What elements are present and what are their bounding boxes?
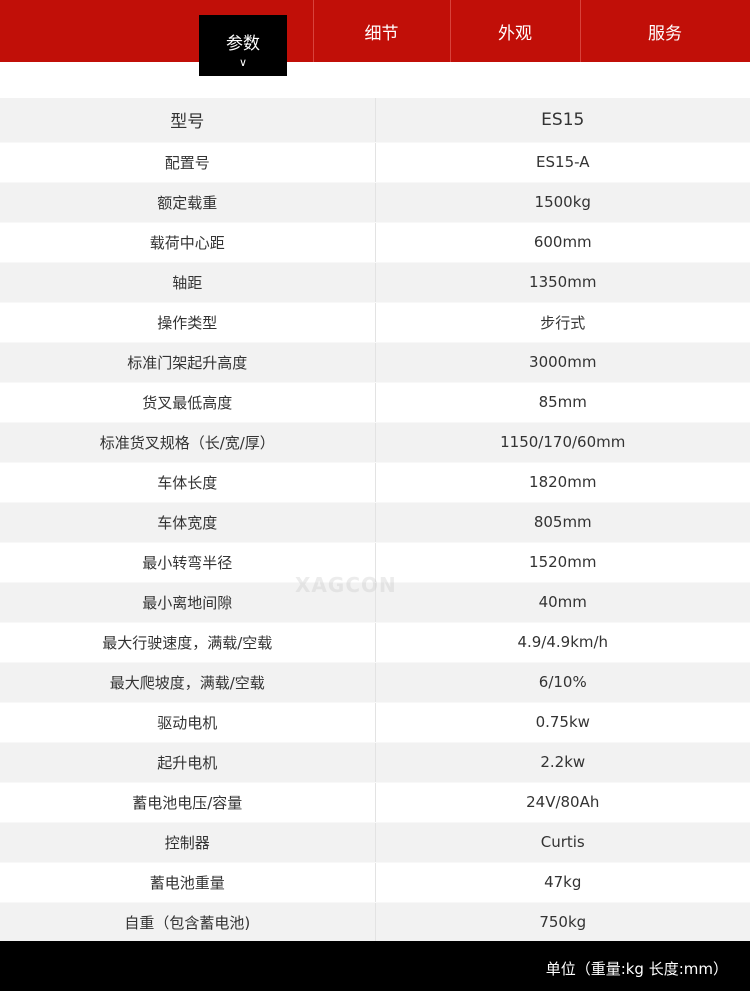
spec-value: Curtis: [375, 822, 750, 863]
tab-details[interactable]: 细节: [364, 23, 399, 44]
spec-label: 配置号: [0, 142, 376, 183]
spec-label: 轴距: [0, 262, 376, 303]
spec-label: 车体长度: [0, 462, 376, 503]
spec-value: 40mm: [375, 582, 750, 623]
table-row: 最大行驶速度，满载/空载 4.9/4.9km/h: [0, 622, 750, 663]
spec-value: 750kg: [375, 902, 750, 943]
spec-value: 1520mm: [375, 542, 750, 583]
spec-label: 标准货叉规格（长/宽/厚）: [0, 422, 376, 463]
spec-value: 步行式: [375, 302, 750, 343]
spec-value: 805mm: [375, 502, 750, 543]
spec-value: 1150/170/60mm: [375, 422, 750, 463]
chevron-down-icon: ∨: [238, 56, 248, 69]
table-row: 标准货叉规格（长/宽/厚） 1150/170/60mm: [0, 422, 750, 463]
spec-value: 24V/80Ah: [375, 782, 750, 823]
spec-label: 起升电机: [0, 742, 376, 783]
spec-label: 车体宽度: [0, 502, 376, 543]
table-row: 蓄电池电压/容量 24V/80Ah: [0, 782, 750, 823]
spec-value: 1350mm: [375, 262, 750, 303]
table-row: 蓄电池重量 47kg: [0, 862, 750, 903]
watermark-logo: XAGCON: [295, 573, 397, 597]
table-row: 操作类型 步行式: [0, 302, 750, 343]
spec-value: 85mm: [375, 382, 750, 423]
table-row: 载荷中心距 600mm: [0, 222, 750, 263]
table-row: 车体长度 1820mm: [0, 462, 750, 503]
table-row: 标准门架起升高度 3000mm: [0, 342, 750, 383]
table-row: 轴距 1350mm: [0, 262, 750, 303]
spec-label: 载荷中心距: [0, 222, 376, 263]
spec-table: 型号 ES15 配置号 ES15-A 额定载重 1500kg 载荷中心距 600mm 轴距 135…: [0, 98, 750, 943]
spec-label: 蓄电池电压/容量: [0, 782, 376, 823]
spec-label: 操作类型: [0, 302, 376, 343]
spec-value: 6/10%: [375, 662, 750, 703]
spec-label: 货叉最低高度: [0, 382, 376, 423]
spec-value: 0.75kw: [375, 702, 750, 743]
table-row: 货叉最低高度 85mm: [0, 382, 750, 423]
divider: [580, 0, 581, 62]
spec-label: 最小转弯半径: [0, 542, 376, 583]
divider: [313, 0, 314, 62]
spec-value: 600mm: [375, 222, 750, 263]
spec-label: 型号: [0, 98, 376, 143]
table-row: 最小离地间隙 40mm: [0, 582, 750, 623]
spec-value: 47kg: [375, 862, 750, 903]
spec-value: 2.2kw: [375, 742, 750, 783]
table-row: 车体宽度 805mm: [0, 502, 750, 543]
spec-label: 最小离地间隙: [0, 582, 376, 623]
spec-label: 最大行驶速度，满载/空载: [0, 622, 376, 663]
top-nav-bar: 细节 外观 服务: [0, 0, 750, 62]
table-row: 自重（包含蓄电池) 750kg: [0, 902, 750, 943]
divider: [450, 0, 451, 62]
tab-params[interactable]: 参数 ∨: [199, 15, 287, 76]
spec-label: 控制器: [0, 822, 376, 863]
spec-value: ES15-A: [375, 142, 750, 183]
spec-label: 标准门架起升高度: [0, 342, 376, 383]
spec-value: 1500kg: [375, 182, 750, 223]
table-row: 最大爬坡度，满载/空载 6/10%: [0, 662, 750, 703]
spec-label: 驱动电机: [0, 702, 376, 743]
tab-appearance[interactable]: 外观: [498, 23, 532, 44]
spec-value: 1820mm: [375, 462, 750, 503]
spec-label: 最大爬坡度，满载/空载: [0, 662, 376, 703]
table-row: 额定载重 1500kg: [0, 182, 750, 223]
tab-service[interactable]: 服务: [648, 23, 682, 44]
spec-label: 额定载重: [0, 182, 376, 223]
table-row: 型号 ES15: [0, 98, 750, 143]
spec-value: 3000mm: [375, 342, 750, 383]
spec-value: ES15: [375, 98, 750, 143]
table-row: 起升电机 2.2kw: [0, 742, 750, 783]
tab-params-label: 参数: [226, 34, 260, 54]
table-row: 配置号 ES15-A: [0, 142, 750, 183]
table-row: 最小转弯半径 1520mm: [0, 542, 750, 583]
spec-label: 自重（包含蓄电池): [0, 902, 376, 943]
table-row: 驱动电机 0.75kw: [0, 702, 750, 743]
spec-label: 蓄电池重量: [0, 862, 376, 903]
table-row: 控制器 Curtis: [0, 822, 750, 863]
spec-value: 4.9/4.9km/h: [375, 622, 750, 663]
units-footer: 单位（重量:kg 长度:mm）: [0, 941, 750, 991]
